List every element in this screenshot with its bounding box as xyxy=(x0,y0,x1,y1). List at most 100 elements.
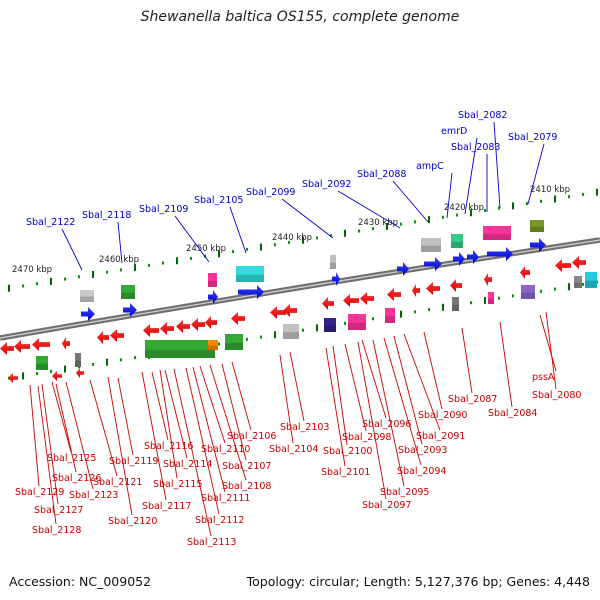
feature-box-shade xyxy=(208,280,217,287)
leader-line-sbal-2106 xyxy=(231,361,252,431)
scale-tick-mark xyxy=(302,328,304,332)
feature-box xyxy=(283,324,299,339)
feature-box-shade xyxy=(585,280,597,288)
scale-tick-mark xyxy=(400,310,402,318)
forward-gene-arrow xyxy=(397,262,409,276)
backbone-layer xyxy=(0,237,600,341)
feature-box-shade xyxy=(521,292,535,299)
scale-tick-mark xyxy=(372,227,374,231)
reverse-gene-arrow xyxy=(231,312,245,325)
leader-line-sbal-2103 xyxy=(289,351,305,422)
gene-label-sbal-2107: Sbal_2107 xyxy=(222,461,271,472)
gene-label-sbal-2119: Sbal_2119 xyxy=(109,456,158,467)
feature-box-shade xyxy=(121,292,135,299)
feature-box-shade xyxy=(530,226,544,232)
leader-line-sbal-2100 xyxy=(332,345,348,446)
reverse-gene-arrow xyxy=(160,322,174,335)
gene-label-sbal-2088: Sbal_2088 xyxy=(357,169,406,180)
leader-line-emrd xyxy=(464,137,478,215)
label-leaders-layer xyxy=(29,121,557,537)
gene-labels-layer: Sbal_2122Sbal_2118Sbal_2109Sbal_2105Sbal… xyxy=(15,110,581,548)
gene-label-sbal-2118: Sbal_2118 xyxy=(82,210,131,221)
feature-box-shade xyxy=(283,332,299,339)
scale-tick-mark xyxy=(484,208,486,212)
leader-line-sbal-2088 xyxy=(392,180,429,223)
scale-tick-mark xyxy=(526,202,528,206)
gene-label-sbal-2079: Sbal_2079 xyxy=(508,132,557,143)
scale-tick-mark xyxy=(568,195,570,199)
forward-gene-arrow xyxy=(467,250,479,264)
feature-box xyxy=(421,238,441,252)
gene-label-sbal-2109: Sbal_2109 xyxy=(139,204,188,215)
leader-line-sbal-2127 xyxy=(41,383,59,505)
reverse-gene-arrow xyxy=(484,273,492,286)
gene-label-sbal-2103: Sbal_2103 xyxy=(280,422,329,433)
gene-arrows-layer xyxy=(0,238,586,383)
feature-box-shade xyxy=(80,296,94,302)
feature-box xyxy=(236,266,264,282)
feature-box-shade xyxy=(75,360,81,367)
scale-tick-mark xyxy=(134,356,136,360)
leader-line-sbal-2120 xyxy=(107,376,133,516)
feature-box xyxy=(121,285,135,299)
leader-line-sbal-2125 xyxy=(51,381,72,453)
scale-tick-mark xyxy=(274,331,276,339)
leader-line-sbal-2129 xyxy=(29,384,40,487)
scale-tick-mark xyxy=(50,277,52,285)
gene-label-sbal-2100: Sbal_2100 xyxy=(323,446,372,457)
scale-tick-label-2460-kbp: 2460 kbp xyxy=(99,255,139,265)
reverse-gene-arrow xyxy=(270,306,286,319)
forward-gene-arrow xyxy=(487,247,513,261)
gene-label-pssa: pssA xyxy=(532,372,555,383)
gene-label-sbal-2082: Sbal_2082 xyxy=(458,110,507,121)
gene-label-sbal-2111: Sbal_2111 xyxy=(201,493,250,504)
gene-label-sbal-2094: Sbal_2094 xyxy=(397,466,446,477)
leader-line-sbal-2094 xyxy=(383,337,422,466)
gene-label-sbal-2112: Sbal_2112 xyxy=(195,515,244,526)
scale-tick-mark xyxy=(246,337,248,341)
leader-line-sbal-2113 xyxy=(173,368,212,537)
gene-label-sbal-2113: Sbal_2113 xyxy=(187,537,236,548)
scale-tick-mark xyxy=(568,283,570,291)
gene-label-sbal-2106: Sbal_2106 xyxy=(227,431,276,442)
leader-line-sbal-2112 xyxy=(185,367,220,515)
gene-label-emrd: emrD xyxy=(441,126,467,137)
reverse-gene-arrow xyxy=(0,342,14,355)
leader-line-sbal-2082 xyxy=(493,121,501,209)
reverse-gene-arrow xyxy=(76,368,84,378)
reverse-gene-arrow xyxy=(97,331,109,344)
feature-box xyxy=(451,234,463,248)
reverse-gene-arrow xyxy=(205,316,217,329)
gene-label-sbal-2097: Sbal_2097 xyxy=(362,500,411,511)
feature-box xyxy=(36,356,48,370)
scale-tick-mark xyxy=(582,192,584,196)
reverse-gene-arrow xyxy=(520,266,530,279)
scale-tick-mark xyxy=(484,296,486,304)
scale-tick-label-2470-kbp: 2470 kbp xyxy=(12,265,52,275)
scale-tick-mark xyxy=(442,215,444,219)
leader-line-sbal-2104 xyxy=(279,354,294,444)
leader-line-sbal-2115 xyxy=(159,369,178,479)
reverse-gene-arrow xyxy=(360,292,374,305)
scale-tick-mark xyxy=(36,372,38,376)
scale-tick-mark xyxy=(428,216,430,224)
feature-box-shade xyxy=(385,316,395,323)
gene-label-sbal-2101: Sbal_2101 xyxy=(321,467,370,478)
gene-label-ampc: ampC xyxy=(416,161,444,172)
feature-box-shade xyxy=(348,322,366,330)
feature-box xyxy=(574,276,582,288)
forward-gene-arrow xyxy=(238,285,264,299)
reverse-gene-arrow xyxy=(8,373,18,383)
reverse-gene-arrow xyxy=(176,320,190,333)
scale-tick-mark xyxy=(344,321,346,325)
reverse-gene-arrow xyxy=(32,338,50,351)
scale-tick-mark xyxy=(540,199,542,203)
gene-label-sbal-2129: Sbal_2129 xyxy=(15,487,64,498)
gene-label-sbal-2095: Sbal_2095 xyxy=(380,487,429,498)
scale-tick-mark xyxy=(176,257,178,265)
leader-line-sbal-2090 xyxy=(423,331,443,410)
gene-label-sbal-2104: Sbal_2104 xyxy=(269,444,318,455)
scale-tick-mark xyxy=(498,206,500,210)
scale-tick-mark xyxy=(288,240,290,244)
